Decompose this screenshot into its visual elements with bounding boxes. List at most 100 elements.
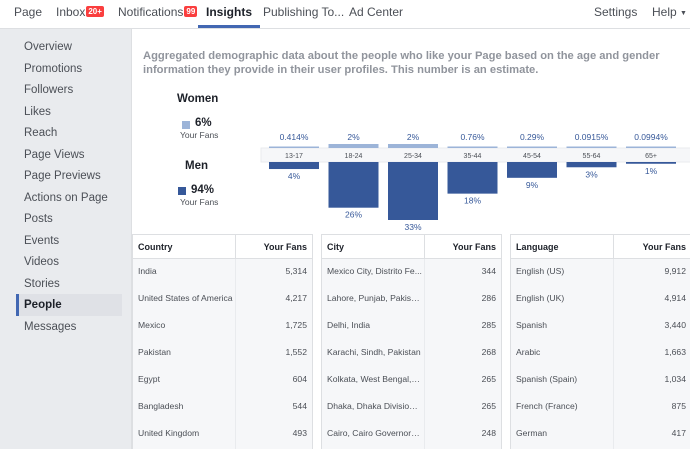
sidebar-item-followers[interactable]: Followers	[24, 84, 74, 96]
country-fan-count: 1,552	[285, 347, 307, 357]
age-tick-label: 65+	[645, 153, 657, 160]
age-tick-label: 13-17	[285, 153, 303, 160]
men-bar	[328, 162, 379, 208]
men-bar	[566, 162, 617, 168]
table-row: Lahore, Punjab, Pakistan 286	[322, 286, 501, 313]
sidebar-item-messages[interactable]: Messages	[24, 321, 77, 333]
table-row: Pakistan 1,552	[133, 340, 312, 367]
sidebar-item-likes[interactable]: Likes	[24, 106, 51, 118]
sidebar-item-events[interactable]: Events	[24, 235, 60, 247]
nav-inbox[interactable]: Inbox 20+	[56, 5, 104, 19]
column-divider	[235, 259, 236, 449]
nav-notifications[interactable]: Notifications 99	[118, 5, 198, 19]
country-fans-column-header[interactable]: Your Fans	[263, 242, 307, 252]
sidebar-item-people[interactable]: People	[16, 294, 122, 316]
table-row: Spanish (Spain) 1,034	[511, 367, 690, 394]
age-gender-chart: 0.414% 13-17 4% 2% 18-24 26% 2% 25-34 33% 0.76% 35…	[260, 132, 690, 232]
sidebar-item-reach[interactable]: Reach	[24, 127, 58, 139]
women-value-label: 0.0994%	[634, 132, 668, 142]
table-row: United Kingdom 493	[133, 421, 312, 448]
city-fan-count: 285	[481, 320, 496, 330]
men-swatch	[178, 187, 186, 195]
table-row: Karachi, Sindh, Pakistan 268	[322, 340, 501, 367]
language-table-body: English (US) 9,912 English (UK) 4,914 Spanis…	[511, 259, 690, 449]
age-tick-label: 35-44	[464, 153, 482, 160]
country-fan-count: 4,217	[285, 293, 307, 303]
language-fan-count: 875	[671, 401, 686, 411]
table-row: Spanish 3,440	[511, 313, 690, 340]
country-fan-count: 1,725	[285, 320, 307, 330]
city-name: Lahore, Punjab, Pakistan	[327, 293, 422, 303]
sidebar-item-page-previews[interactable]: Page Previews	[24, 170, 101, 182]
sidebar-item-posts[interactable]: Posts	[24, 213, 53, 225]
city-table-body: Mexico City, Distrito Fe... 344 Lahore, Pu…	[322, 259, 501, 449]
language-name: Spanish (Spain)	[516, 374, 578, 384]
language-fan-count: 1,663	[664, 347, 686, 357]
men-bar	[388, 162, 438, 220]
sidebar-item-stories[interactable]: Stories	[24, 278, 60, 290]
nav-insights[interactable]: Insights	[198, 0, 261, 28]
women-label: Women	[177, 93, 219, 105]
city-name: Karachi, Sindh, Pakistan	[327, 347, 421, 357]
country-name: India	[138, 266, 157, 276]
nav-publishing-tools[interactable]: Publishing To...	[263, 5, 345, 19]
country-name: United Kingdom	[138, 428, 200, 438]
women-percent: 6%	[195, 117, 212, 129]
nav-ad-center[interactable]: Ad Center	[349, 5, 404, 19]
sidebar-item-promotions[interactable]: Promotions	[24, 63, 83, 75]
nav-page[interactable]: Page	[14, 5, 43, 19]
table-row: French (France) 875	[511, 394, 690, 421]
table-row: Bangladesh 544	[133, 394, 312, 421]
women-value-label: 0.29%	[520, 132, 545, 142]
language-fans-column-header[interactable]: Your Fans	[642, 242, 686, 252]
city-column-header[interactable]: City	[327, 242, 345, 252]
sidebar-item-actions-on-page[interactable]: Actions on Page	[24, 192, 108, 204]
language-fan-count: 9,912	[664, 266, 686, 276]
language-column-header[interactable]: Language	[516, 242, 559, 252]
women-bar	[269, 146, 319, 148]
country-column-header[interactable]: Country	[138, 242, 173, 252]
city-fan-count: 265	[481, 374, 496, 384]
city-fans-column-header[interactable]: Your Fans	[452, 242, 496, 252]
language-table: Language Your Fans English (US) 9,912 Engl…	[510, 234, 690, 449]
women-swatch	[182, 121, 190, 129]
language-table-header: Language Your Fans	[511, 235, 690, 259]
country-name: Bangladesh	[138, 401, 184, 411]
city-fan-count: 248	[481, 428, 496, 438]
women-value-label: 0.414%	[280, 132, 309, 142]
language-name: English (US)	[516, 266, 565, 276]
city-name: Kolkata, West Bengal, I...	[327, 374, 422, 384]
women-value-label: 0.0915%	[575, 132, 609, 142]
sidebar-item-overview[interactable]: Overview	[24, 41, 72, 53]
country-fan-count: 493	[292, 428, 307, 438]
people-panel: Aggregated demographic data about the pe…	[131, 29, 690, 449]
table-row: Kolkata, West Bengal, I... 265	[322, 367, 501, 394]
language-name: German	[516, 428, 548, 438]
table-row: Delhi, India 285	[322, 313, 501, 340]
sidebar-item-page-views[interactable]: Page Views	[24, 149, 85, 161]
city-table-header: City Your Fans	[322, 235, 501, 259]
language-name: English (UK)	[516, 293, 565, 303]
men-percent: 94%	[191, 184, 215, 196]
city-name: Cairo, Cairo Governora...	[327, 428, 422, 438]
column-divider	[613, 259, 614, 449]
women-bar	[566, 146, 617, 148]
table-row: Cairo, Cairo Governora... 248	[322, 421, 501, 448]
men-value-label: 26%	[345, 210, 362, 220]
sidebar-item-videos[interactable]: Videos	[24, 256, 59, 268]
language-name: Arabic	[516, 347, 541, 357]
women-bar	[507, 146, 557, 148]
men-value-label: 1%	[645, 166, 658, 176]
nav-help[interactable]: Help ▼	[652, 5, 687, 19]
notifications-badge: 99	[184, 6, 198, 17]
men-value-label: 33%	[404, 222, 421, 232]
men-sub-label: Your Fans	[180, 197, 219, 207]
country-fan-count: 544	[292, 401, 307, 411]
table-row: United States of America 4,217	[133, 286, 312, 313]
women-value-label: 2%	[347, 132, 360, 142]
column-divider	[235, 235, 236, 259]
nav-settings[interactable]: Settings	[594, 5, 638, 19]
demographics-description: Aggregated demographic data about the pe…	[143, 50, 660, 76]
language-name: French (France)	[516, 401, 578, 411]
age-tick-label: 45-54	[523, 153, 541, 160]
